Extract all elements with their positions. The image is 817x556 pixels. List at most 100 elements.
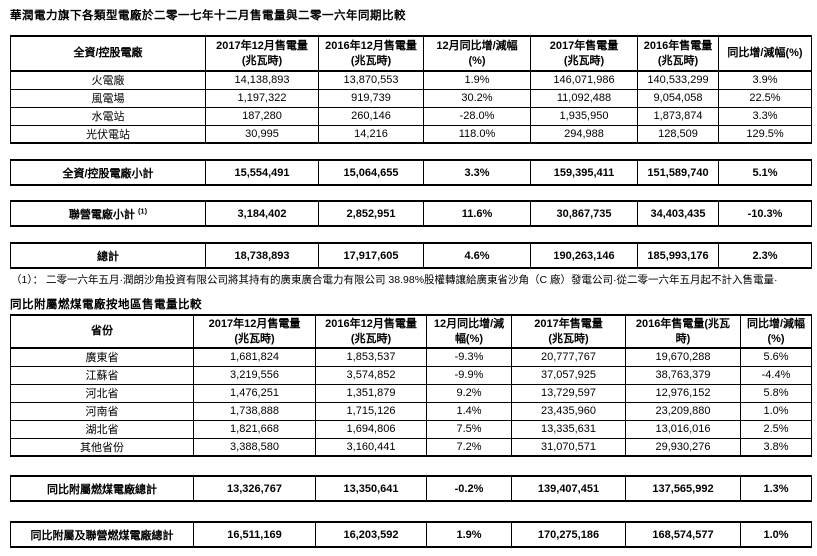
value-cell: 13,350,641 bbox=[315, 475, 427, 502]
header-line: (兆瓦時) bbox=[350, 54, 392, 67]
row-label: 河北省 bbox=[10, 383, 194, 403]
value-cell: 919,739 bbox=[318, 88, 424, 108]
value-cell: 1,738,888 bbox=[193, 401, 316, 421]
value-cell: 23,209,880 bbox=[625, 401, 741, 421]
associate-subtotal-table: 聯營電廠小計 (1) 3,184,402 2,852,951 11.6% 30,… bbox=[10, 200, 812, 227]
value-cell: -9.9% bbox=[426, 365, 512, 385]
value-cell: 30,995 bbox=[205, 124, 319, 144]
value-cell: 1,873,874 bbox=[637, 106, 719, 126]
table-row: 廣東省 1,681,824 1,853,537 -9.3% 20,777,767… bbox=[10, 347, 812, 367]
column-header: 全資/控股電廠 bbox=[10, 35, 206, 72]
header-line: 省份 bbox=[91, 325, 113, 337]
value-cell: 4.6% bbox=[423, 242, 531, 269]
value-cell: 15,064,655 bbox=[318, 159, 424, 186]
subsidiary-coal-total-table: 同比附屬燃煤電廠總計 13,326,767 13,350,641 -0.2% 1… bbox=[10, 475, 812, 502]
value-cell: 1,853,537 bbox=[315, 347, 427, 367]
value-cell: 2,852,951 bbox=[318, 200, 424, 227]
value-cell: 23,435,960 bbox=[511, 401, 626, 421]
value-cell: 13,870,553 bbox=[318, 70, 424, 90]
value-cell: 129.5% bbox=[718, 124, 812, 144]
column-header: 2017年售電量 (兆瓦時) bbox=[530, 35, 638, 72]
value-cell: 22.5% bbox=[718, 88, 812, 108]
value-cell: 137,565,992 bbox=[625, 475, 741, 502]
header-line: 12月同比增/減幅 bbox=[436, 39, 518, 52]
row-label: 其他省份 bbox=[10, 437, 194, 457]
value-cell: 3.9% bbox=[718, 70, 812, 90]
column-header: 2016年售電量(兆瓦時) bbox=[625, 314, 741, 349]
value-cell: 12,976,152 bbox=[625, 383, 741, 403]
value-cell: 185,993,176 bbox=[637, 242, 719, 269]
owned-subtotal-table: 全資/控股電廠小計 15,554,491 15,064,655 3.3% 159… bbox=[10, 159, 812, 186]
column-header: 2016年12月售電量 (兆瓦時) bbox=[318, 35, 424, 72]
value-cell: 190,263,146 bbox=[530, 242, 638, 269]
value-cell: 14,138,893 bbox=[205, 70, 319, 90]
value-cell: 3,160,441 bbox=[315, 437, 427, 457]
column-header: 2017年12月售電量 (兆瓦時) bbox=[205, 35, 319, 72]
value-cell: 14,216 bbox=[318, 124, 424, 144]
page-title: 華潤電力旗下各類型電廠於二零一七年十二月售電量與二零一六年同期比較 bbox=[10, 10, 406, 22]
table-row: 火電廠 14,138,893 13,870,553 1.9% 146,071,9… bbox=[10, 70, 812, 90]
row-label: 水電站 bbox=[10, 106, 206, 126]
column-header: 省份 bbox=[10, 314, 194, 349]
value-cell: 11.6% bbox=[423, 200, 531, 227]
table-row: 河北省 1,476,251 1,351,879 9.2% 13,729,597 … bbox=[10, 383, 812, 403]
value-cell: 294,988 bbox=[530, 124, 638, 144]
value-cell: -28.0% bbox=[423, 106, 531, 126]
table-row: 光伏電站 30,995 14,216 118.0% 294,988 128,50… bbox=[10, 124, 812, 144]
value-cell: -10.3% bbox=[718, 200, 812, 227]
row-label: 火電廠 bbox=[10, 70, 206, 90]
column-header: 2016年12月售電量 (兆瓦時) bbox=[315, 314, 427, 349]
row-label: 總計 bbox=[10, 242, 206, 269]
value-cell: 5.6% bbox=[740, 347, 812, 367]
value-cell: 20,777,767 bbox=[511, 347, 626, 367]
value-cell: 38,763,379 bbox=[625, 365, 741, 385]
header-row: 全資/控股電廠 2017年12月售電量 (兆瓦時) 2016年12月售電量 (兆瓦時… bbox=[10, 35, 812, 72]
header-line: (兆瓦時) bbox=[563, 54, 605, 67]
subtotal-row: 聯營電廠小計 (1) 3,184,402 2,852,951 11.6% 30,… bbox=[10, 200, 812, 227]
row-label: 同比附屬及聯營燃煤電廠總計 bbox=[10, 521, 194, 548]
value-cell: 3,388,580 bbox=[193, 437, 316, 457]
plant-type-table: 全資/控股電廠 2017年12月售電量 (兆瓦時) 2016年12月售電量 (兆瓦時… bbox=[10, 35, 812, 144]
value-cell: 159,395,411 bbox=[530, 159, 638, 186]
value-cell: 187,280 bbox=[205, 106, 319, 126]
value-cell: 1,197,322 bbox=[205, 88, 319, 108]
value-cell: 18,738,893 bbox=[205, 242, 319, 269]
value-cell: 128,509 bbox=[637, 124, 719, 144]
value-cell: 1,715,126 bbox=[315, 401, 427, 421]
header-line: (%) bbox=[767, 332, 785, 345]
value-cell: 29,930,276 bbox=[625, 437, 741, 457]
column-header: 同比增/減幅(%) bbox=[740, 314, 812, 349]
value-cell: 1.0% bbox=[740, 521, 812, 548]
column-header: 2017年12月售電量 (兆瓦時) bbox=[193, 314, 316, 349]
total-row: 同比附屬燃煤電廠總計 13,326,767 13,350,641 -0.2% 1… bbox=[10, 475, 812, 502]
column-header: 12月同比增/減幅(%) bbox=[426, 314, 512, 349]
value-cell: 146,071,986 bbox=[530, 70, 638, 90]
header-line: 同比增/減幅(%) bbox=[727, 47, 803, 59]
value-cell: 37,057,925 bbox=[511, 365, 626, 385]
header-line: 2017年售電量 bbox=[549, 39, 619, 52]
footnote: （1）： 二零一六年五月·潤朗沙角投資有限公司將其持有的廣東廣合電力有限公司 3… bbox=[11, 274, 778, 286]
value-cell: 16,511,169 bbox=[193, 521, 316, 548]
column-header: 同比增/減幅(%) bbox=[718, 35, 812, 72]
table-row: 水電站 187,280 260,146 -28.0% 1,935,950 1,8… bbox=[10, 106, 812, 126]
header-line: 2017年售電量 bbox=[534, 317, 603, 330]
header-line: 2016年售電量(兆瓦 bbox=[635, 317, 731, 330]
header-line: (兆瓦時) bbox=[241, 54, 283, 67]
header-line: (兆瓦時) bbox=[234, 332, 275, 345]
value-cell: 16,203,592 bbox=[315, 521, 427, 548]
header-line: 幅(%) bbox=[454, 332, 484, 345]
subsidiary-associate-coal-total-table: 同比附屬及聯營燃煤電廠總計 16,511,169 16,203,592 1.9%… bbox=[10, 521, 812, 548]
grand-total-table: 總計 18,738,893 17,917,605 4.6% 190,263,14… bbox=[10, 242, 812, 269]
value-cell: 118.0% bbox=[423, 124, 531, 144]
value-cell: -0.2% bbox=[426, 475, 512, 502]
value-cell: 1.0% bbox=[740, 401, 812, 421]
value-cell: 3,184,402 bbox=[205, 200, 319, 227]
value-cell: 7.5% bbox=[426, 419, 512, 439]
value-cell: 1,935,950 bbox=[530, 106, 638, 126]
total-row: 總計 18,738,893 17,917,605 4.6% 190,263,14… bbox=[10, 242, 812, 269]
header-line: (%) bbox=[468, 54, 486, 67]
column-header: 2016年售電量(兆瓦時) bbox=[637, 35, 719, 72]
value-cell: 15,554,491 bbox=[205, 159, 319, 186]
value-cell: 17,917,605 bbox=[318, 242, 424, 269]
